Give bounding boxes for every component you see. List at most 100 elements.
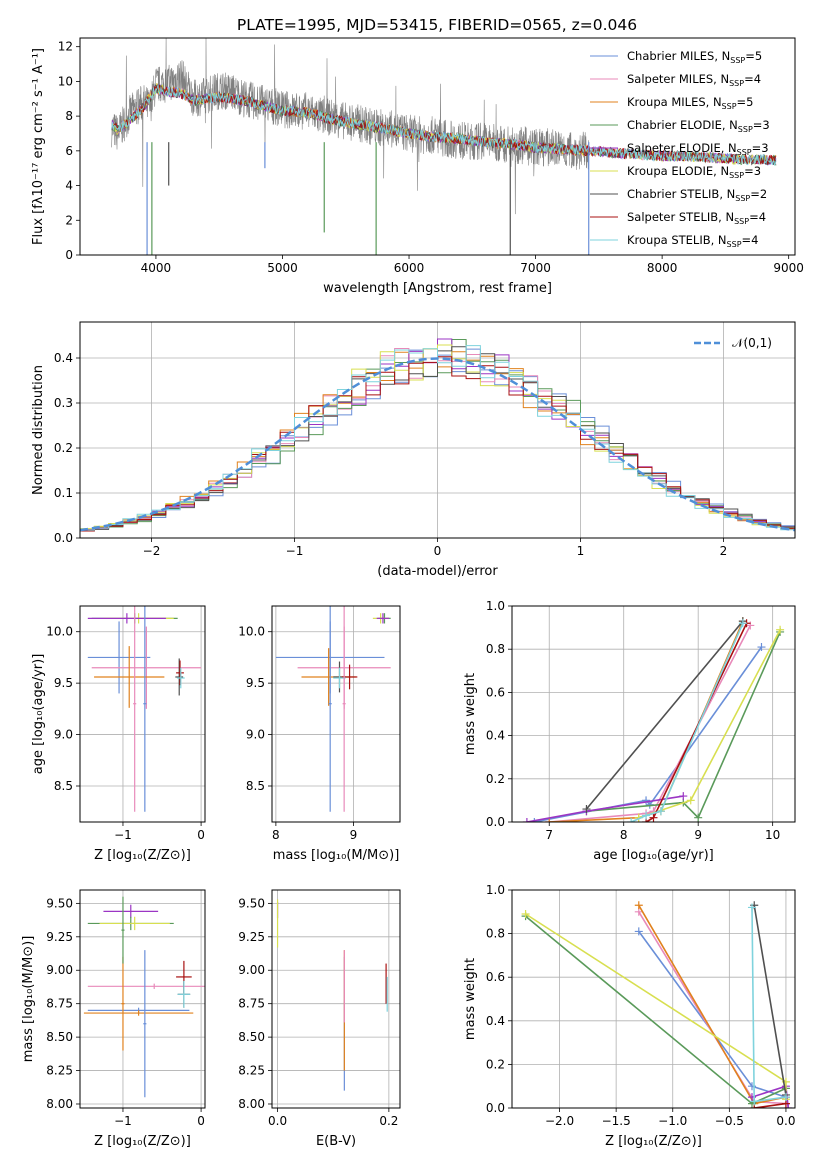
y-tick-label: 9.50 (238, 896, 265, 910)
mass-weight-point (634, 927, 643, 936)
weight_vs_age-axes: 7 8 9 10 0.0 0.2 0.4 0.6 0.8 1.0 age [log₁₀(age/yr… (463, 599, 796, 863)
mass-weight-point (776, 625, 785, 634)
legend-label: Kroupa MILES, NSSP=5 (627, 95, 753, 111)
legend-subscript: SSP (729, 79, 744, 88)
legend-label: 𝒩(0,1) (732, 336, 772, 350)
x-tick-label: −0.5 (715, 1114, 744, 1128)
x-tick-label: 0.2 (379, 1114, 398, 1128)
plot-frame (79, 605, 206, 823)
x-axis-label: Z [log₁₀(Z/Z⊙)] (94, 848, 191, 863)
y-tick-label: 0.0 (54, 531, 73, 545)
y-tick-label: 0.3 (54, 396, 73, 410)
mass-weight-point (545, 818, 554, 822)
residual-legend: 𝒩(0,1) (694, 336, 772, 350)
legend-subscript: SSP (734, 217, 749, 226)
legend-label: Chabrier STELIB, NSSP=2 (627, 187, 767, 203)
mass-weight-point (738, 619, 747, 628)
mass-weight-line (751, 907, 787, 1103)
y-tick-label: 0.2 (486, 772, 505, 786)
legend-subscript: SSP (729, 171, 744, 180)
x-tick-label: 5000 (267, 261, 298, 275)
model-spectrum-line (111, 84, 777, 167)
x-tick-label: 4000 (141, 261, 172, 275)
y-tick-label: 0.2 (54, 441, 73, 455)
age_vs_mass-axes: 8 9 8.5 9.0 9.5 10.0 mass [log₁₀(M/M⊙)] (238, 605, 401, 863)
mass-weight-point (757, 643, 766, 652)
y-axis-label: Normed distribution (31, 365, 46, 495)
x-tick-label: 8000 (647, 261, 678, 275)
mass-weight-point (656, 807, 665, 816)
x-tick-label: 9 (350, 828, 358, 842)
mass-weight-point (694, 813, 703, 822)
y-tick-label: 9.0 (54, 728, 73, 742)
y-tick-label: 10.0 (46, 625, 73, 639)
x-axis-label: (data-model)/error (377, 564, 498, 579)
x-tick-label: 9 (694, 828, 702, 842)
mass-weight-point (746, 621, 755, 630)
legend-label: Salpeter ELODIE, NSSP=3 (627, 141, 769, 157)
mass-weight-point (530, 818, 539, 822)
legend-label: Kroupa STELIB, NSSP=4 (627, 233, 758, 249)
mass-weight-line (526, 795, 684, 822)
mass-weight-line (754, 1102, 787, 1108)
y-tick-label: 0.1 (54, 486, 73, 500)
y-tick-label: 8.5 (246, 779, 265, 793)
x-tick-label: −1.0 (658, 1114, 687, 1128)
mass-weight-line (549, 625, 752, 822)
y-tick-label: 0.6 (486, 970, 505, 984)
x-tick-label: −1 (286, 544, 304, 558)
x-tick-label: 7000 (520, 261, 551, 275)
legend-value: =4 (749, 210, 766, 224)
x-tick-label: −1.5 (602, 1114, 631, 1128)
spectrum-axes: 4000 5000 6000 7000 8000 9000 0 2 4 6 8 10 12 wavelen… (31, 37, 804, 296)
normal-reference-curve (80, 357, 795, 532)
x-tick-label: 8 (620, 828, 628, 842)
legend-value: =3 (744, 164, 761, 178)
mass-weight-point (784, 1104, 793, 1108)
y-axis-label: Flux [fλ10⁻¹⁷ erg cm⁻² s⁻¹ A⁻¹] (31, 48, 46, 245)
x-tick-label: 0 (197, 1114, 205, 1128)
legend-label: Salpeter MILES, NSSP=4 (627, 72, 761, 88)
y-tick-label: 0.8 (486, 927, 505, 941)
x-axis-label: wavelength [Angstrom, rest frame] (323, 281, 552, 296)
plot-frame (79, 321, 796, 539)
legend-label: Chabrier MILES, NSSP=5 (627, 49, 762, 65)
x-tick-label: 8 (272, 828, 280, 842)
mass-weight-line (585, 620, 744, 810)
y-tick-label: 1.0 (486, 599, 505, 613)
y-tick-label: 8.50 (238, 1030, 265, 1044)
legend-subscript: SSP (730, 56, 745, 65)
plot-frame (271, 889, 401, 1109)
mass-weight-point (582, 805, 591, 814)
mass-weight-line (638, 904, 787, 1105)
x-tick-label: 1 (577, 544, 585, 558)
y-tick-label: 0.4 (486, 729, 505, 743)
y-tick-label: 9.00 (46, 963, 73, 977)
y-tick-label: 0.0 (486, 815, 505, 829)
y-tick-label: 0.0 (486, 1101, 505, 1115)
mass-weight-point (522, 818, 531, 822)
x-axis-label: E(B-V) (316, 1134, 356, 1149)
y-tick-label: 9.5 (54, 676, 73, 690)
x-tick-label: −1 (114, 828, 132, 842)
y-tick-label: 8.25 (46, 1064, 73, 1078)
age_vs_Z-axes: −1 0 8.5 9.0 9.5 10.0 Z [log₁₀(Z/Z⊙)] age [log₁… (31, 605, 206, 863)
y-tick-label: 0.8 (486, 642, 505, 656)
y-tick-label: 4 (65, 179, 73, 193)
mass-weight-point (679, 792, 688, 801)
x-tick-label: 0 (434, 544, 442, 558)
mass-weight-point (627, 818, 636, 822)
weight_vs_Z-axes: −2.0 −1.5 −1.0 −0.5 0.0 0.0 0.2 0.4 0.6 0.8 1.0 Z [… (463, 883, 796, 1149)
mass-weight-line (753, 905, 787, 1096)
y-tick-label: 0.4 (54, 351, 73, 365)
y-tick-label: 1.0 (486, 883, 505, 897)
legend-value: =2 (750, 187, 767, 201)
y-tick-label: 9.0 (246, 728, 265, 742)
mass-weight-point (521, 909, 530, 918)
mass_vs_Z-axes: −1 0 8.00 8.25 8.50 8.75 9.00 9.25 9.50 Z [log₁₀(… (21, 889, 206, 1149)
mass-weight-line (525, 913, 787, 1100)
mass-weight-point (649, 813, 658, 822)
y-axis-label: mass weight (463, 673, 478, 755)
x-tick-label: 0.0 (268, 1114, 287, 1128)
